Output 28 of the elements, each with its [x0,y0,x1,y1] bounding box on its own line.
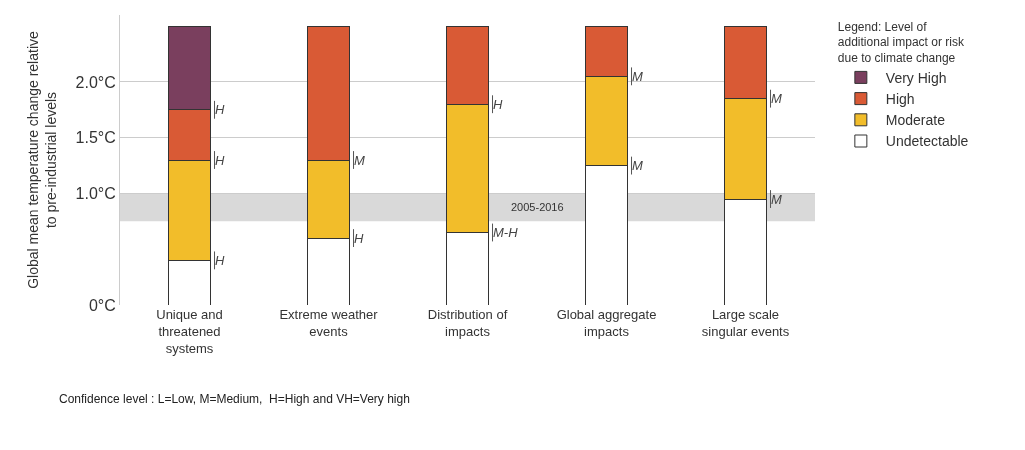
y-axis-title: Global mean temperature change relative to pre-industrial levels [25,30,60,289]
annotation: M [354,153,365,168]
x-tick-label: Large scale singular events [701,307,790,339]
y-tick-label: 1.0°C [75,185,116,203]
annotation: M-H [493,225,519,240]
x-tick-label: Unique and threatened systems [156,307,223,356]
y-tick-label: 2.0°C [75,73,116,91]
x-tick-label: Extreme weather events [279,307,379,339]
annotation: M [632,69,643,84]
x-tick-label: Global aggregate impacts [556,307,657,339]
annotation: H [493,97,503,112]
legend-label: High [885,91,915,108]
x-tick-label: Distribution of impacts [427,307,508,339]
annotation: M [771,192,782,207]
legend-label: Moderate [885,112,946,129]
y-tick-label: 1.5°C [75,129,116,147]
band-label: 2005-2016 [511,201,564,213]
y-tick-label: 0°C [88,296,116,314]
annotation: M [771,91,782,106]
legend-label: Very High [885,69,947,86]
annotation: H [215,253,225,268]
legend-label: Undetectable [885,133,969,150]
annotation: H [354,231,364,246]
annotation: H [215,102,225,117]
text: Confidence level : L=Low, M=Medium, H=High and VH=Very high [59,392,410,406]
annotation: M [632,158,643,173]
annotation: H [215,153,225,168]
legend-title: Legend: Level of additional impact or risk due to climate change [837,19,965,65]
